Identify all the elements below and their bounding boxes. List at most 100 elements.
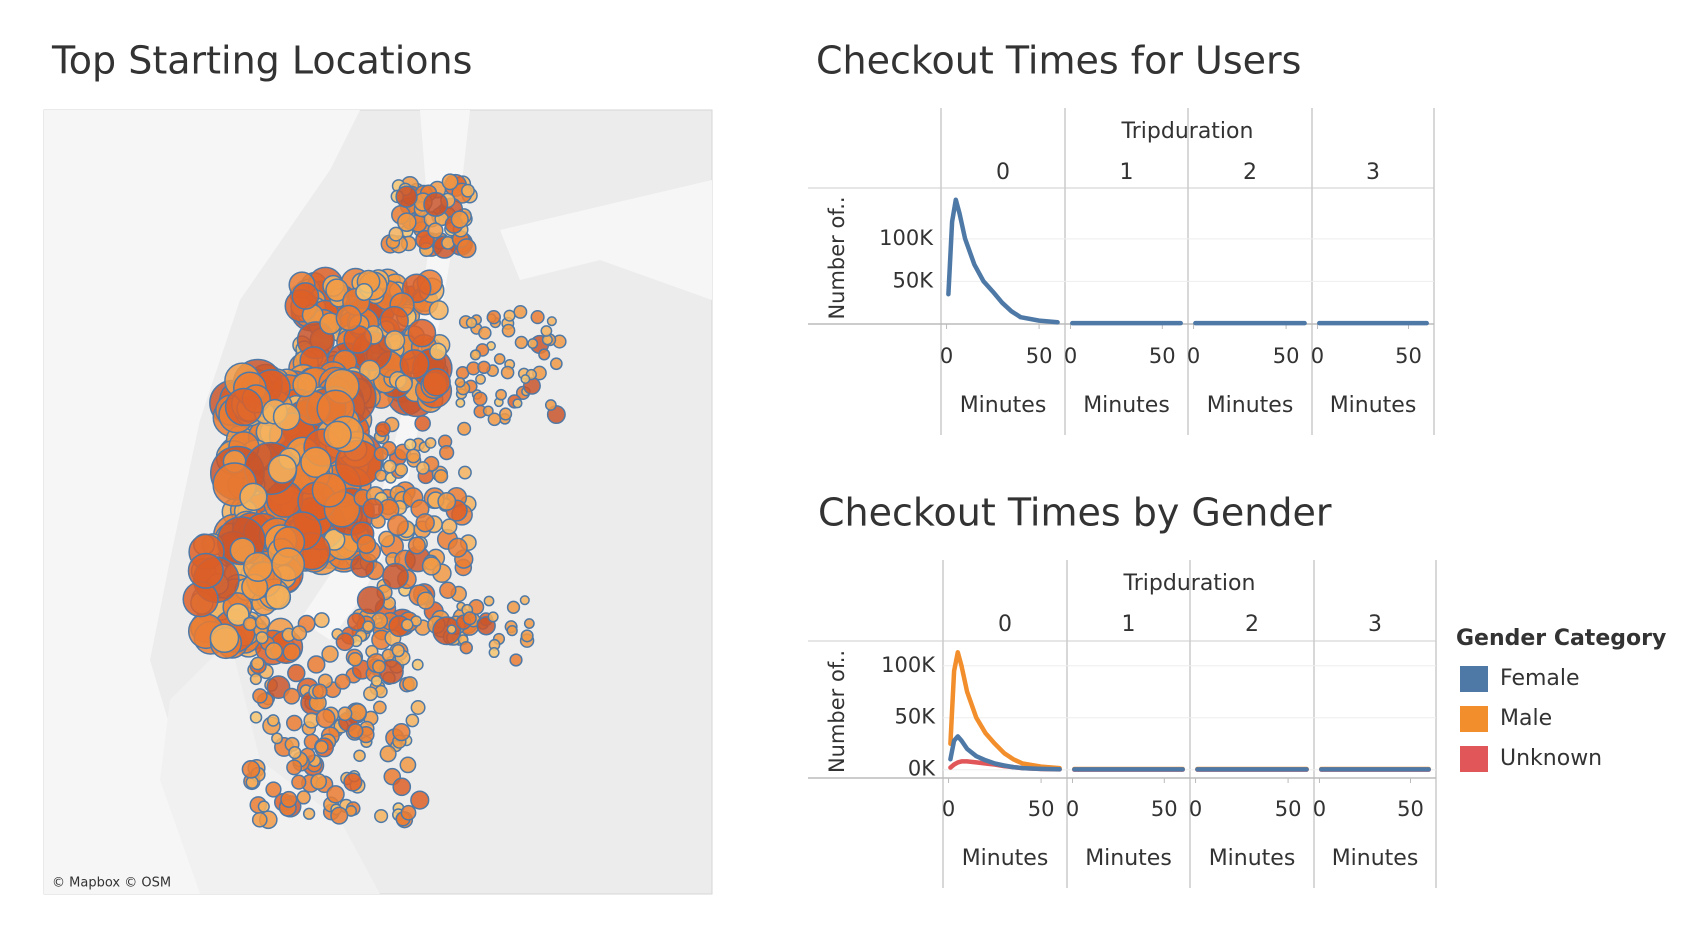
location-bubble [478,326,492,340]
location-bubble [399,349,430,380]
location-bubble [402,676,418,692]
location-bubble [224,387,264,427]
location-bubble [265,781,282,798]
facet-header: Tripduration [1123,571,1256,596]
location-bubble [252,688,268,704]
x-axis-label: Minutes [1209,846,1296,871]
legend-swatch [1460,746,1488,772]
location-bubble [313,612,330,629]
location-bubble [399,756,417,774]
location-bubble [513,304,528,319]
location-bubble [291,625,308,642]
x-tick-label: 0 [1311,344,1324,368]
location-bubble [257,800,270,813]
location-bubble [384,330,406,352]
location-bubble [286,714,303,732]
location-bubble [251,811,268,828]
location-bubble [400,618,414,632]
location-bubble [288,745,302,760]
x-tick-label: 0 [1066,797,1079,821]
location-bubble [501,323,516,338]
y-tick-label: 100K [881,653,936,677]
location-bubble [254,614,271,630]
location-bubble [455,397,466,408]
location-bubble [460,183,475,198]
x-axis-label: Minutes [960,393,1047,418]
location-bubble [391,643,405,658]
location-bubble [472,391,488,407]
location-bubble [446,624,457,635]
map-water [500,180,712,300]
location-bubble [356,585,386,615]
location-bubble [330,806,349,825]
location-bubble [388,226,404,242]
series-line [948,650,1062,771]
location-bubble [423,191,449,217]
map-water [160,640,380,894]
facet-label: 1 [1122,612,1136,637]
facet-label: 3 [1366,160,1380,185]
y-tick-label: 50K [895,705,937,729]
x-tick-label: 50 [1273,344,1300,368]
location-bubble [459,641,473,655]
x-tick-label: 50 [1395,344,1422,368]
location-bubble [209,623,240,653]
chart-title: Checkout Times for Users [816,39,1301,83]
location-bubble [242,616,258,631]
location-bubble [187,552,224,589]
location-bubble [519,595,530,606]
x-axis-label: Minutes [1332,846,1419,871]
location-bubble [487,611,499,623]
x-tick-label: 0 [1189,797,1202,821]
location-bubble [372,659,387,674]
location-bubble [439,581,457,599]
location-bubble [500,365,515,380]
location-bubble [429,342,447,361]
location-bubble [540,325,553,337]
chart-title: Checkout Times by Gender [818,491,1332,535]
location-bubble [544,399,557,411]
location-bubble [405,448,421,464]
location-bubble [456,238,477,259]
location-bubble [356,534,377,554]
location-bubble [509,653,523,667]
location-bubble [527,338,539,349]
location-bubble [323,420,352,450]
location-bubble [475,373,486,385]
location-bubble [337,706,353,722]
location-bubble [266,714,280,727]
location-bubble [416,591,435,610]
location-bubble [310,773,328,790]
x-tick-label: 50 [1397,797,1424,821]
location-bubble [387,514,409,537]
location-bubble [437,492,457,511]
location-bubble [314,739,329,754]
location-bubble [407,318,437,348]
location-bubble [255,631,269,645]
location-bubble [441,173,459,191]
x-axis-label: Minutes [1207,393,1294,418]
map: © Mapbox © OSM [43,109,713,895]
location-bubble [424,437,437,449]
location-bubble [394,374,413,393]
location-bubble [347,612,366,632]
location-bubble [291,282,320,310]
location-bubble [249,711,263,724]
location-bubble [486,309,501,325]
map-bubbles [182,173,567,830]
map-attribution: © Mapbox © OSM [52,876,171,891]
location-bubble [415,513,435,533]
location-bubble [307,655,326,674]
location-bubble [427,222,444,239]
legend-swatch [1460,666,1488,692]
location-bubble [447,537,468,558]
location-bubble [477,360,491,375]
location-bubble [433,469,449,484]
x-tick-label: 0 [940,344,953,368]
location-bubble [373,446,389,462]
location-bubble [538,348,551,361]
location-bubble [282,642,301,662]
x-tick-label: 50 [1028,797,1055,821]
location-bubble [347,723,364,739]
